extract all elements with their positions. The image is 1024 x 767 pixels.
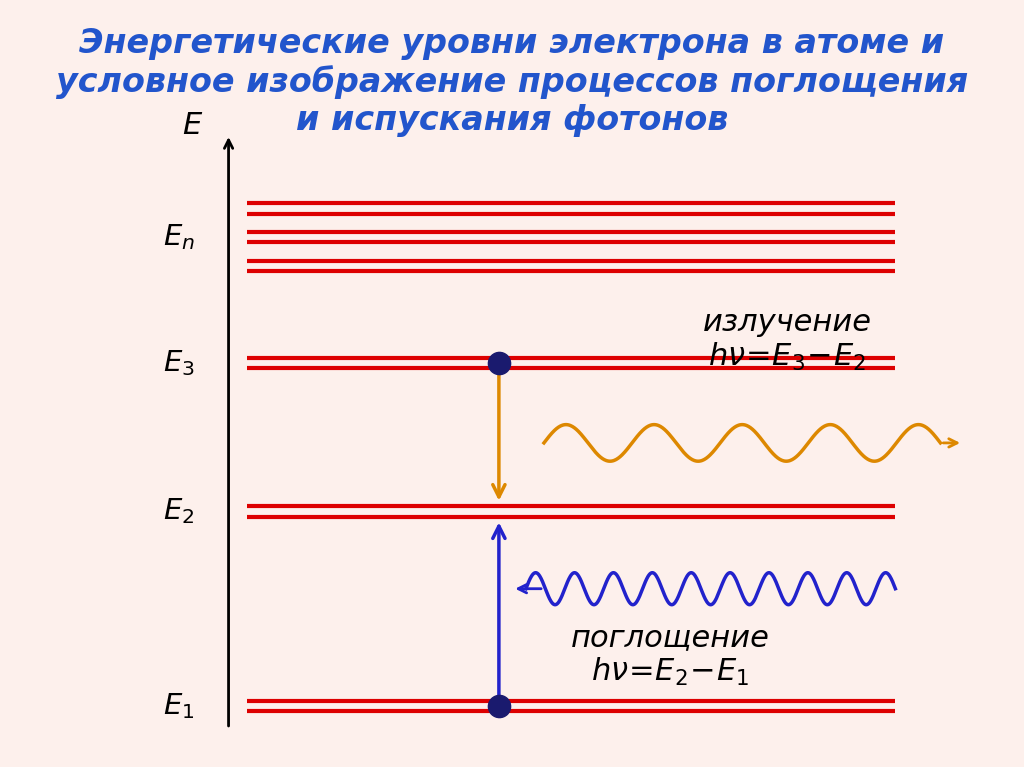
Text: $E$: $E$ — [182, 111, 203, 140]
Text: поглощение: поглощение — [570, 623, 770, 652]
Text: $h\nu\!=\!E_2\!-\!E_1$: $h\nu\!=\!E_2\!-\!E_1$ — [591, 656, 750, 688]
Text: $E_n$: $E_n$ — [163, 222, 195, 252]
Text: излучение: излучение — [702, 308, 871, 337]
Text: условное изображение процессов поглощения: условное изображение процессов поглощени… — [56, 65, 968, 99]
Text: $h\nu\!=\!E_3\!-\!E_2$: $h\nu\!=\!E_3\!-\!E_2$ — [709, 341, 866, 374]
Text: $E_2$: $E_2$ — [164, 496, 195, 526]
Text: $E_3$: $E_3$ — [163, 348, 195, 378]
Text: Энергетические уровни электрона в атоме и: Энергетические уровни электрона в атоме … — [80, 27, 944, 60]
Text: и испускания фотонов: и испускания фотонов — [296, 104, 728, 137]
Text: $E_1$: $E_1$ — [163, 691, 195, 721]
